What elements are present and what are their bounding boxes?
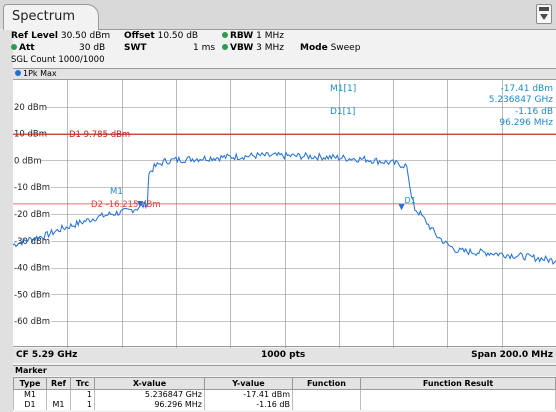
col-function: Function <box>292 377 361 390</box>
ref-level-setting[interactable]: Ref Level 30.50 dBm <box>11 31 110 41</box>
att-value: 30 dB <box>79 43 106 53</box>
grid <box>13 80 556 348</box>
y-tick-label-bg <box>13 182 51 193</box>
d1-name: D1[1] <box>330 107 355 117</box>
y-tick-label: -20 dBm <box>14 210 50 220</box>
status-dot-icon <box>222 32 228 38</box>
rbw-setting[interactable]: RBW 1 MHz <box>222 31 284 41</box>
y-tick-label-bg <box>13 101 46 112</box>
tab-bar: Spectrum <box>0 0 556 30</box>
m1-name: M1[1] <box>330 84 356 94</box>
y-tick-label-bg <box>13 316 51 327</box>
mode-setting[interactable]: Mode Sweep <box>300 43 360 53</box>
col-x-value: X-value <box>94 377 205 390</box>
cell-x-value: 96.296 MHz <box>94 400 205 410</box>
vbw-label: VBW <box>230 43 254 53</box>
swt-label: SWT <box>124 43 147 53</box>
m1-marker-icon <box>137 201 144 208</box>
ref-level-value: 30.50 dBm <box>60 31 111 41</box>
col-trc: Trc <box>70 377 95 390</box>
status-dot-icon <box>11 44 17 50</box>
plot-markers: M1 D1 <box>110 187 416 211</box>
trace-label-bar[interactable]: 1Pk Max <box>13 68 556 79</box>
display-line-d2-label: D2 -16.215 dBm <box>91 200 161 210</box>
sweep-points: 1000 pts <box>261 350 306 360</box>
cell-y-value: -17.41 dBm <box>204 389 293 400</box>
trace-line <box>12 151 556 265</box>
cell-type: D1 <box>13 400 47 410</box>
cell-function-result <box>360 400 556 410</box>
y-tick-label-bg <box>13 209 51 219</box>
cell-y-value: -1.16 dB <box>204 400 293 410</box>
chevron-down-icon <box>540 14 548 20</box>
y-tick-label: -40 dBm <box>14 264 50 274</box>
col-type: Type <box>13 377 47 390</box>
table-row[interactable]: M1 1 5.236847 GHz -17.41 dBm <box>13 389 556 400</box>
cell-ref: M1 <box>46 400 71 410</box>
tab-divider <box>99 29 556 30</box>
offset-value: 10.50 dB <box>157 31 199 41</box>
sgl-count: SGL Count 1000/1000 <box>11 55 105 65</box>
att-label: Att <box>19 43 35 53</box>
display-line-d1-label: D1 9.785 dBm <box>69 130 130 140</box>
cell-function <box>292 400 361 410</box>
tab-spectrum-label: Spectrum <box>12 9 75 24</box>
y-tick-label: 0 dBm <box>14 156 42 166</box>
m1-level: -17.41 dBm <box>500 84 553 94</box>
marker-table[interactable]: Type Ref Trc X-value Y-value Function Fu… <box>13 377 556 410</box>
spectrum-diagram[interactable]: 20 dBm 10 dBm 0 dBm -10 dBm -20 dBm -30 dBm -4… <box>12 79 556 348</box>
offset-label: Offset <box>124 31 155 41</box>
d1-level: -1.16 dB <box>515 107 553 117</box>
offset-setting[interactable]: Offset 10.50 dB <box>124 31 198 41</box>
left-strip <box>0 30 13 412</box>
marker-table-title: Marker <box>13 365 556 376</box>
col-y-value: Y-value <box>204 377 293 390</box>
d1-marker-icon <box>398 204 405 211</box>
col-ref: Ref <box>46 377 71 390</box>
d1-freq: 96.296 MHz <box>499 118 553 128</box>
d1-marker-label: D1 <box>405 196 416 205</box>
trace-label: 1Pk Max <box>23 69 57 78</box>
cell-trc: 1 <box>70 389 95 400</box>
att-setting[interactable]: Att <box>11 43 35 53</box>
cell-trc: 1 <box>70 400 95 410</box>
center-frequency: CF 5.29 GHz <box>16 350 78 360</box>
y-tick-label-bg <box>13 155 41 166</box>
span: Span 200.0 MHz <box>471 350 553 360</box>
mode-label: Mode <box>300 43 328 53</box>
y-tick-label: -50 dBm <box>14 290 50 300</box>
y-tick-label: -60 dBm <box>14 317 50 327</box>
mode-value: Sweep <box>330 43 361 53</box>
cell-ref <box>46 389 71 400</box>
diagram-footer: CF 5.29 GHz 1000 pts Span 200.0 MHz <box>13 348 556 363</box>
status-dot-icon <box>222 44 228 50</box>
menu-bar-icon <box>539 7 549 11</box>
swt-value: 1 ms <box>193 43 216 53</box>
cell-function <box>292 389 361 400</box>
y-tick-label: 20 dBm <box>14 103 47 113</box>
window-menu-button[interactable] <box>536 4 552 24</box>
m1-freq: 5.236847 GHz <box>489 95 554 105</box>
m1-marker-label: M1 <box>110 187 123 197</box>
ref-level-label: Ref Level <box>11 31 58 41</box>
y-tick-label-bg <box>13 289 51 300</box>
marker-table-header: Type Ref Trc X-value Y-value Function Fu… <box>13 377 556 390</box>
cell-function-result <box>360 389 556 400</box>
rbw-label: RBW <box>230 31 254 41</box>
cell-x-value: 5.236847 GHz <box>94 389 205 400</box>
trace-dot-icon <box>15 70 21 76</box>
vbw-value: 3 MHz <box>256 43 284 53</box>
table-row[interactable]: D1 M1 1 96.296 MHz -1.16 dB <box>13 400 556 410</box>
col-function-result: Function Result <box>360 377 556 390</box>
y-tick-label-bg <box>13 262 51 273</box>
rbw-value: 1 MHz <box>256 31 284 41</box>
cell-type: M1 <box>13 389 47 400</box>
marker-info: M1[1] -17.41 dBm 5.236847 GHz D1[1] -1.1… <box>330 84 553 128</box>
y-tick-label: -10 dBm <box>14 183 50 193</box>
tab-spectrum[interactable]: Spectrum <box>3 4 99 30</box>
vbw-setting[interactable]: VBW 3 MHz <box>222 43 284 53</box>
display-lines: D1 9.785 dBm D2 -16.215 dBm <box>13 130 556 210</box>
